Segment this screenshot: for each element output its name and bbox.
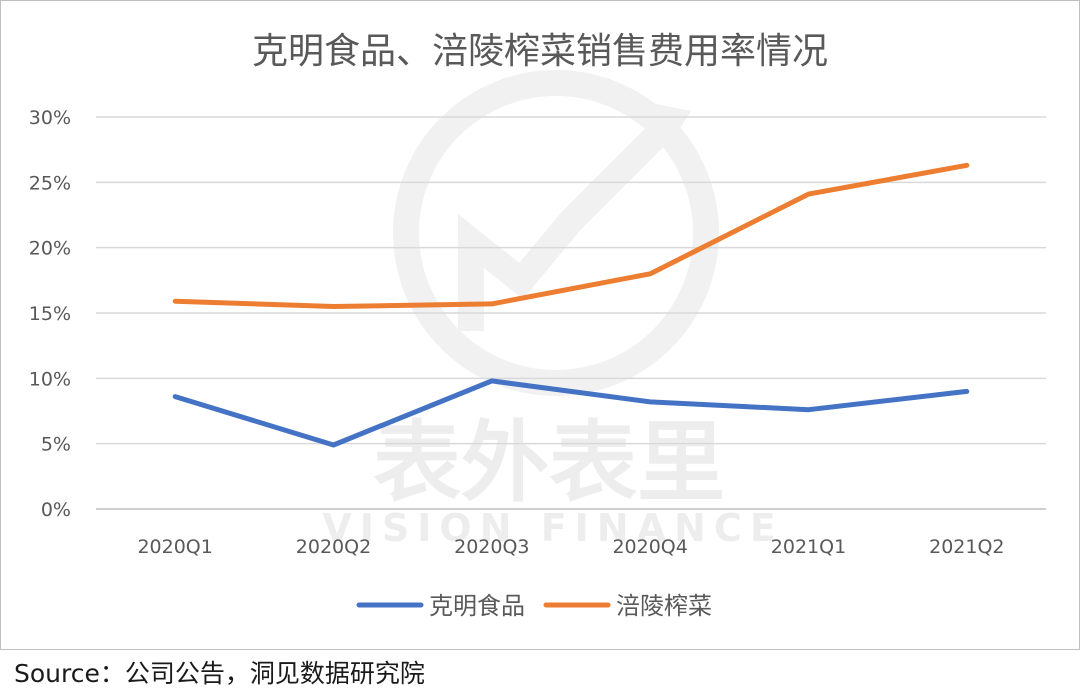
series-line-2 bbox=[172, 162, 970, 309]
y-tick-label: 20% bbox=[29, 238, 71, 260]
x-tick-label: 2020Q1 bbox=[137, 536, 212, 558]
gridlines bbox=[96, 116, 1046, 510]
y-tick-label: 30% bbox=[29, 107, 71, 129]
legend: 克明食品 涪陵榨菜 bbox=[356, 592, 712, 620]
watermark-cn-text: 表外表里 bbox=[373, 411, 725, 514]
legend-label-1: 克明食品 bbox=[429, 592, 525, 620]
watermark-logo-icon bbox=[393, 70, 719, 396]
line-chart: 表外表里 VISION FINANCE 克明食品、涪陵榨菜销售费用率情况 0% 5… bbox=[29, 31, 1046, 620]
chart-title: 克明食品、涪陵榨菜销售费用率情况 bbox=[252, 31, 828, 72]
x-tick-label: 2020Q2 bbox=[296, 536, 371, 558]
series-lines bbox=[172, 162, 970, 448]
series-line-1 bbox=[172, 378, 970, 448]
watermark-en-text: VISION FINANCE bbox=[322, 506, 783, 550]
source-note: Source：公司公告，洞见数据研究院 bbox=[14, 659, 425, 688]
x-axis: 2020Q1 2020Q2 2020Q3 2020Q4 2021Q1 2021Q2 bbox=[137, 536, 1004, 558]
y-axis: 0% 5% 10% 15% 20% 25% 30% bbox=[29, 107, 71, 521]
x-tick-label: 2020Q3 bbox=[454, 536, 529, 558]
y-tick-label: 10% bbox=[29, 368, 71, 390]
y-tick-label: 15% bbox=[29, 303, 71, 325]
x-tick-label: 2020Q4 bbox=[612, 536, 687, 558]
y-tick-label: 25% bbox=[29, 172, 71, 194]
y-tick-label: 0% bbox=[41, 499, 71, 521]
y-tick-label: 5% bbox=[41, 434, 71, 456]
x-tick-label: 2021Q2 bbox=[929, 536, 1004, 558]
watermark: 表外表里 VISION FINANCE bbox=[322, 70, 783, 550]
legend-label-2: 涪陵榨菜 bbox=[616, 592, 712, 620]
chart-frame: 表外表里 VISION FINANCE 克明食品、涪陵榨菜销售费用率情况 0% 5… bbox=[0, 0, 1080, 650]
x-tick-label: 2021Q1 bbox=[771, 536, 846, 558]
